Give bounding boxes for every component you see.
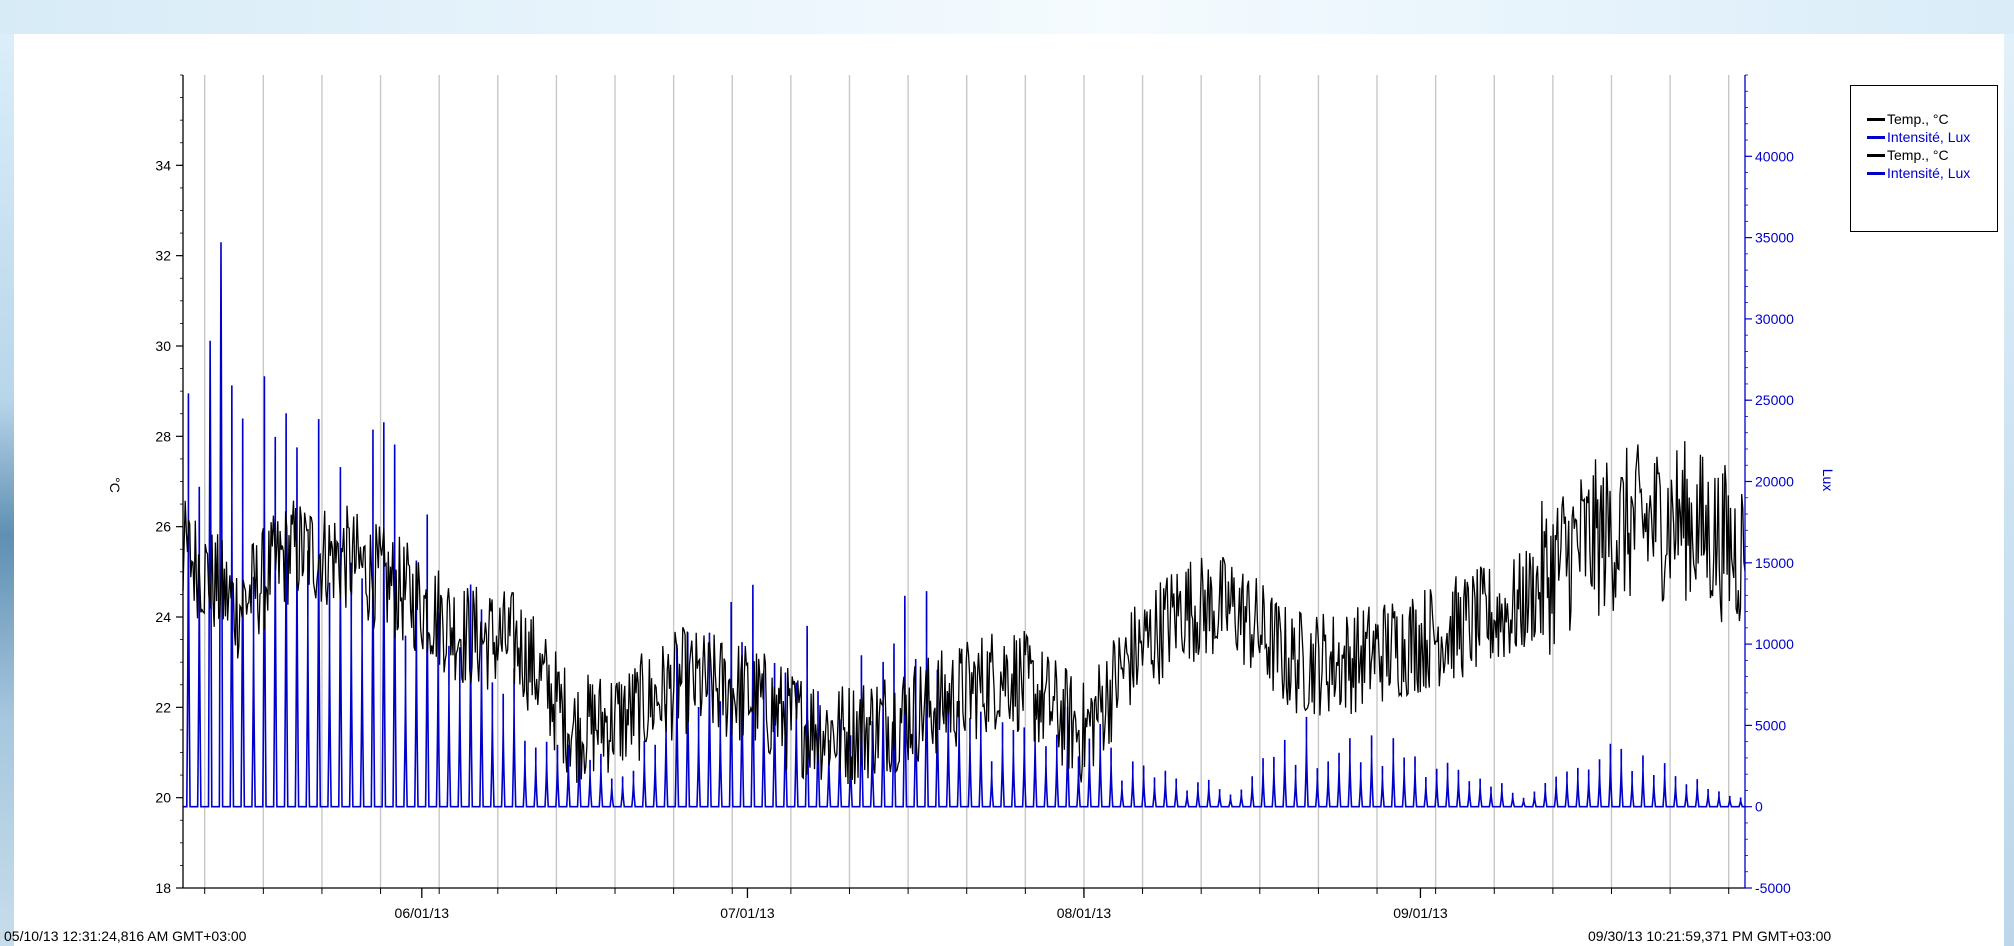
y-left-tick-label: 24 (155, 609, 171, 625)
legend-item-temp-2: Temp., °C (1867, 146, 1949, 164)
legend-swatch (1867, 153, 1885, 157)
legend-swatch (1867, 171, 1885, 175)
y-left-tick-label: 34 (155, 157, 171, 173)
y-left-tick-label: 18 (155, 880, 171, 896)
series-intensite-lux (183, 242, 1747, 808)
series-line-temp (182, 441, 1746, 785)
x-tick-label: 07/01/13 (720, 905, 775, 921)
y-right-tick-label: 25000 (1755, 392, 1794, 408)
series-temp (182, 441, 1746, 785)
legend-item-temp-1: Temp., °C (1867, 110, 1949, 128)
legend: Temp., °C Intensité, Lux Temp., °C Inten… (1850, 85, 1998, 232)
y-right-tick-label: 0 (1755, 799, 1763, 815)
legend-item-lux-1: Intensité, Lux (1867, 128, 1970, 146)
y-left-tick-label: 30 (155, 338, 171, 354)
y-left-tick-label: 32 (155, 248, 171, 264)
y-left-tick-label: 22 (155, 699, 171, 715)
legend-swatch (1867, 117, 1885, 121)
x-tick-label: 08/01/13 (1057, 905, 1112, 921)
legend-label: Intensité, Lux (1887, 129, 1971, 145)
y-left-tick-label: 20 (155, 790, 171, 806)
axes: 18 20 22 24 26 28 30 32 34 -5000 0 5000 10000 15000 20… (155, 74, 1794, 921)
background-banner-top (0, 0, 2014, 34)
y-axis-right-label: Lux (1820, 469, 1836, 492)
legend-swatch (1867, 135, 1885, 139)
background-banner-right (2004, 34, 2014, 946)
legend-label: Intensité, Lux (1887, 165, 1971, 181)
y-right-tick-label: 5000 (1755, 717, 1786, 733)
legend-label: Temp., °C (1887, 111, 1949, 127)
y-right-tick-label: 15000 (1755, 555, 1794, 571)
legend-label: Temp., °C (1887, 147, 1949, 163)
vertical-gridlines (204, 75, 1730, 888)
y-right-tick-label: 35000 (1755, 230, 1794, 246)
x-start-label: 05/10/13 12:31:24,816 AM GMT+03:00 (4, 928, 247, 944)
y-right-tick-label: 30000 (1755, 311, 1794, 327)
background-banner-left (0, 34, 14, 946)
y-right-tick-label: 10000 (1755, 636, 1794, 652)
x-tick-label: 09/01/13 (1393, 905, 1448, 921)
y-right-tick-label: 20000 (1755, 474, 1794, 490)
y-right-tick-label: 40000 (1755, 148, 1794, 164)
y-right-tick-label: -5000 (1755, 880, 1791, 896)
x-end-label: 09/30/13 10:21:59,371 PM GMT+03:00 (1588, 928, 1832, 944)
y-left-tick-label: 28 (155, 428, 171, 444)
series-line-lux (183, 242, 1747, 808)
legend-item-lux-2: Intensité, Lux (1867, 164, 1970, 182)
y-axis-left-label: °C (107, 477, 123, 493)
x-tick-label: 06/01/13 (395, 905, 450, 921)
y-left-tick-label: 26 (155, 519, 171, 535)
